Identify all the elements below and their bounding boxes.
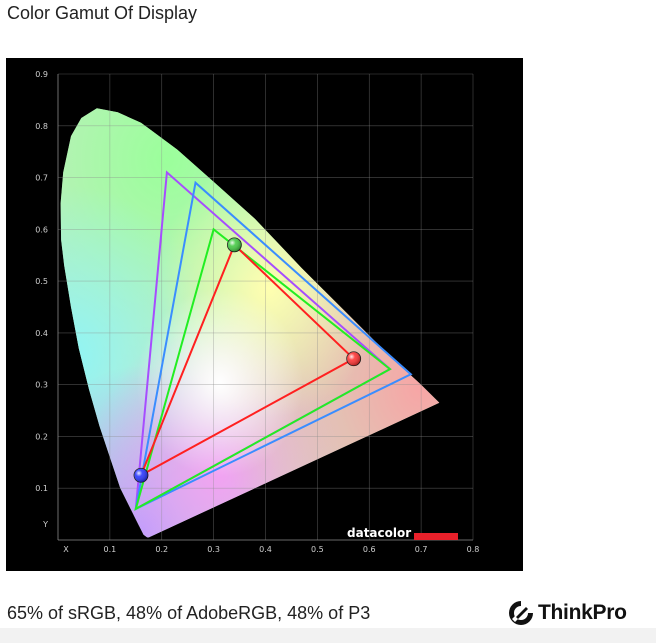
gamut-caption: 65% of sRGB, 48% of AdobeRGB, 48% of P3: [7, 603, 371, 623]
y-tick-label: 0.8: [35, 122, 48, 131]
spectral-locus-fill: [60, 108, 440, 538]
y-tick-label: 0.5: [35, 277, 48, 286]
watermark-text: datacolor: [347, 526, 411, 540]
y-tick-label: 0.2: [35, 432, 48, 441]
x-axis-label: X: [63, 545, 69, 554]
measured-primary-points: [133, 237, 362, 483]
x-tick-label: 0.6: [363, 545, 376, 554]
gamut-chart-svg: 0.1 0.2 0.3 0.4 0.5 0.6 0.7 0.8 0.1 0.2 0.3 0.4 0.5 0…: [35, 70, 479, 554]
y-tick-label: 0.1: [35, 484, 48, 493]
page-title: Color Gamut Of Display: [7, 3, 198, 23]
footer-strip: [0, 628, 656, 643]
y-tick-label: 0.7: [35, 174, 48, 183]
y-tick-label: 0.4: [35, 329, 48, 338]
x-tick-label: 0.2: [155, 545, 168, 554]
y-tick-label: 0.9: [35, 70, 48, 79]
x-tick-label: 0.7: [415, 545, 428, 554]
gamut-triangle: [134, 180, 413, 511]
y-axis-label: Y: [42, 520, 48, 529]
y-tick-label: 0.6: [35, 225, 48, 234]
green-primary-highlight: [227, 237, 242, 252]
red-primary-highlight: [346, 351, 361, 366]
axis-ticks: 0.1 0.2 0.3 0.4 0.5 0.6 0.7 0.8 0.1 0.2 0.3 0.4 0.5 0…: [35, 70, 479, 554]
x-tick-label: 0.4: [259, 545, 272, 554]
datacolor-watermark: datacolor: [347, 526, 458, 540]
color-gamut-chart: 0.1 0.2 0.3 0.4 0.5 0.6 0.7 0.8 0.1 0.2 0.3 0.4 0.5 0…: [6, 58, 523, 571]
gamut-triangles: [134, 170, 413, 511]
watermark-bar: [414, 533, 458, 540]
x-tick-label: 0.8: [467, 545, 480, 554]
x-tick-label: 0.1: [104, 545, 117, 554]
thinkpro-logo-icon: [509, 601, 533, 625]
logo-text: ThinkPro: [538, 601, 627, 624]
x-tick-label: 0.5: [311, 545, 324, 554]
x-tick-label: 0.3: [207, 545, 220, 554]
gamut-triangle: [134, 227, 392, 511]
thinkpro-logo: ThinkPro: [508, 600, 627, 626]
gamut-triangle: [139, 243, 356, 478]
y-tick-label: 0.3: [35, 381, 48, 390]
blue-primary-highlight: [134, 468, 148, 483]
